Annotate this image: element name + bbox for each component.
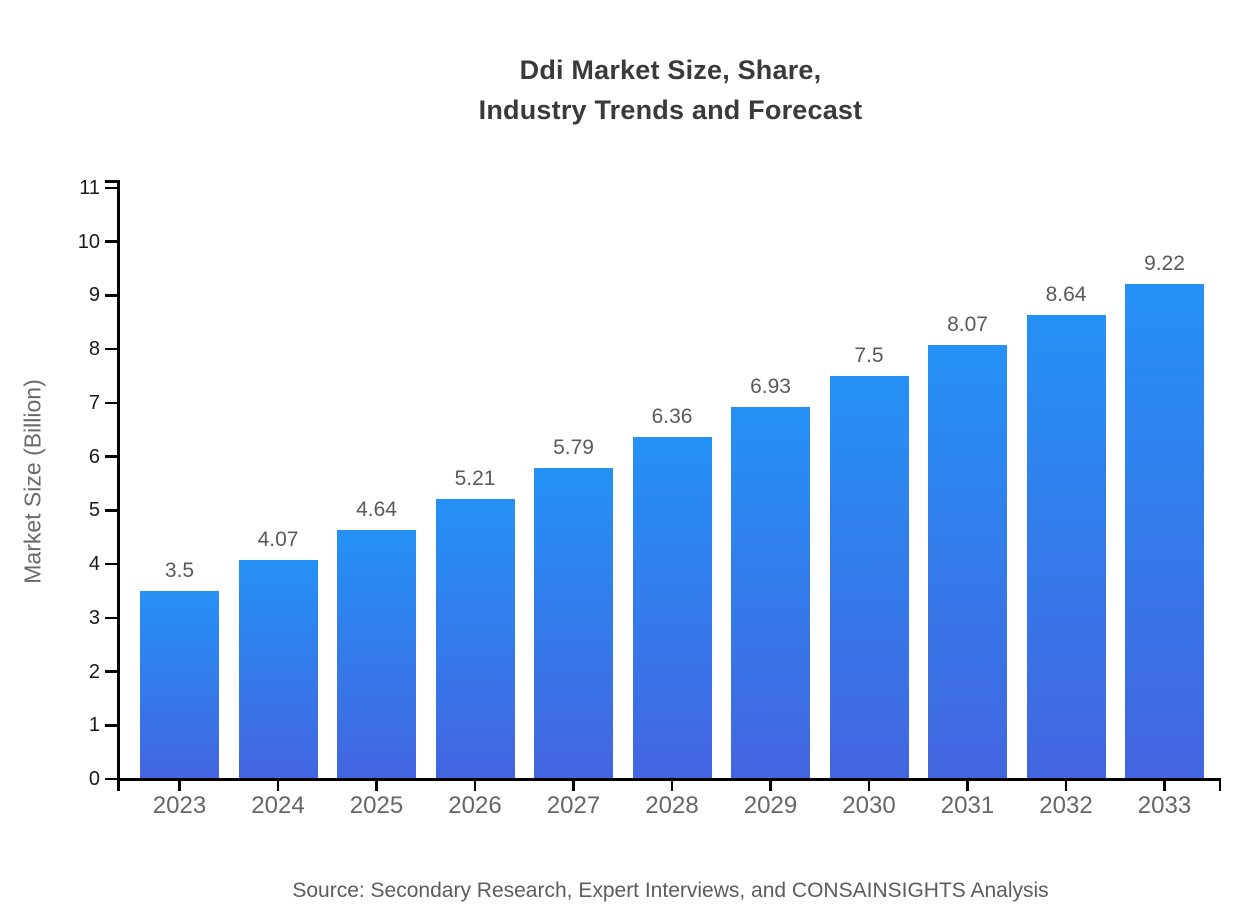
- y-axis-endcap: [105, 180, 120, 183]
- x-tick-mark: [769, 779, 772, 791]
- x-tick-mark: [670, 779, 674, 791]
- x-tick-label: 2029: [743, 792, 798, 819]
- y-tick-mark: [105, 240, 120, 243]
- x-tick-mark: [276, 779, 280, 791]
- x-tick-label: 2025: [349, 792, 404, 819]
- bar: [534, 467, 613, 779]
- y-tick-mark: [105, 562, 120, 566]
- x-tick-label: 2027: [546, 792, 601, 819]
- y-tick-label: 4: [88, 553, 100, 576]
- x-axis-spine: [117, 777, 1221, 781]
- y-tick-mark: [105, 509, 120, 512]
- x-tick-mark: [1163, 779, 1166, 791]
- bar-value-label: 8.07: [947, 313, 988, 337]
- y-tick-label: 7: [88, 391, 100, 414]
- x-tick-label: 2032: [1039, 792, 1093, 819]
- bar: [337, 529, 416, 779]
- x-tick-mark: [178, 779, 181, 791]
- x-tick-mark: [375, 779, 378, 791]
- bar-value-label: 5.21: [454, 467, 496, 491]
- x-tick-mark: [1064, 779, 1068, 791]
- bar: [829, 376, 909, 779]
- bar-value-label: 5.79: [553, 435, 594, 459]
- bar: [435, 499, 515, 779]
- y-tick-mark: [105, 186, 120, 190]
- y-axis-spine: [117, 181, 120, 791]
- x-tick-label: 2028: [645, 792, 699, 819]
- bar-value-label: 7.5: [854, 344, 884, 368]
- y-tick-label: 1: [88, 714, 100, 737]
- y-tick-mark: [105, 401, 120, 405]
- y-tick-label: 3: [88, 606, 100, 629]
- x-tick-mark: [572, 779, 575, 791]
- x-tick-label: 2023: [152, 792, 207, 819]
- y-tick-label: 2: [88, 660, 100, 683]
- bar: [731, 406, 810, 779]
- bar-value-label: 3.5: [164, 558, 195, 582]
- x-tick-label: 2030: [842, 792, 896, 819]
- y-tick-label: 8: [88, 338, 100, 361]
- bar-value-label: 6.93: [750, 374, 791, 398]
- chart-title: Ddi Market Size, Share, Industry Trends …: [478, 55, 863, 125]
- bar: [238, 560, 318, 779]
- x-tick-mark: [966, 779, 969, 791]
- y-tick-mark: [105, 347, 120, 351]
- bar-value-label: 4.64: [356, 497, 397, 521]
- y-tick-label: 0: [88, 768, 100, 790]
- y-tick-label: 9: [88, 284, 100, 307]
- x-tick-mark: [867, 779, 871, 791]
- bar: [140, 590, 219, 779]
- y-tick-label: 6: [88, 445, 100, 468]
- bar-value-label: 4.07: [257, 528, 299, 552]
- y-tick-label: 10: [77, 230, 100, 253]
- y-tick-label: 11: [79, 177, 100, 199]
- y-tick-mark: [105, 455, 120, 458]
- x-axis-endcap: [1218, 779, 1221, 791]
- y-tick-mark: [105, 616, 120, 620]
- x-tick-mark: [473, 779, 477, 791]
- y-tick-mark: [105, 294, 120, 297]
- x-tick-label: 2024: [251, 792, 305, 819]
- bar: [928, 345, 1007, 779]
- x-tick-label: 2031: [940, 792, 995, 819]
- bar-value-label: 9.22: [1144, 251, 1185, 275]
- bar: [1125, 283, 1204, 779]
- y-tick-mark: [105, 670, 120, 673]
- bar-value-label: 6.36: [651, 405, 693, 429]
- bar: [1026, 314, 1106, 779]
- bar: [632, 437, 712, 779]
- bar-value-label: 8.64: [1045, 282, 1087, 306]
- x-tick-label: 2033: [1137, 792, 1192, 819]
- x-tick-label: 2026: [448, 792, 502, 819]
- y-tick-label: 5: [88, 499, 100, 522]
- y-tick-mark: [105, 724, 120, 727]
- y-tick-mark: [105, 777, 120, 781]
- source-note: Source: Secondary Research, Expert Inter…: [292, 879, 1049, 902]
